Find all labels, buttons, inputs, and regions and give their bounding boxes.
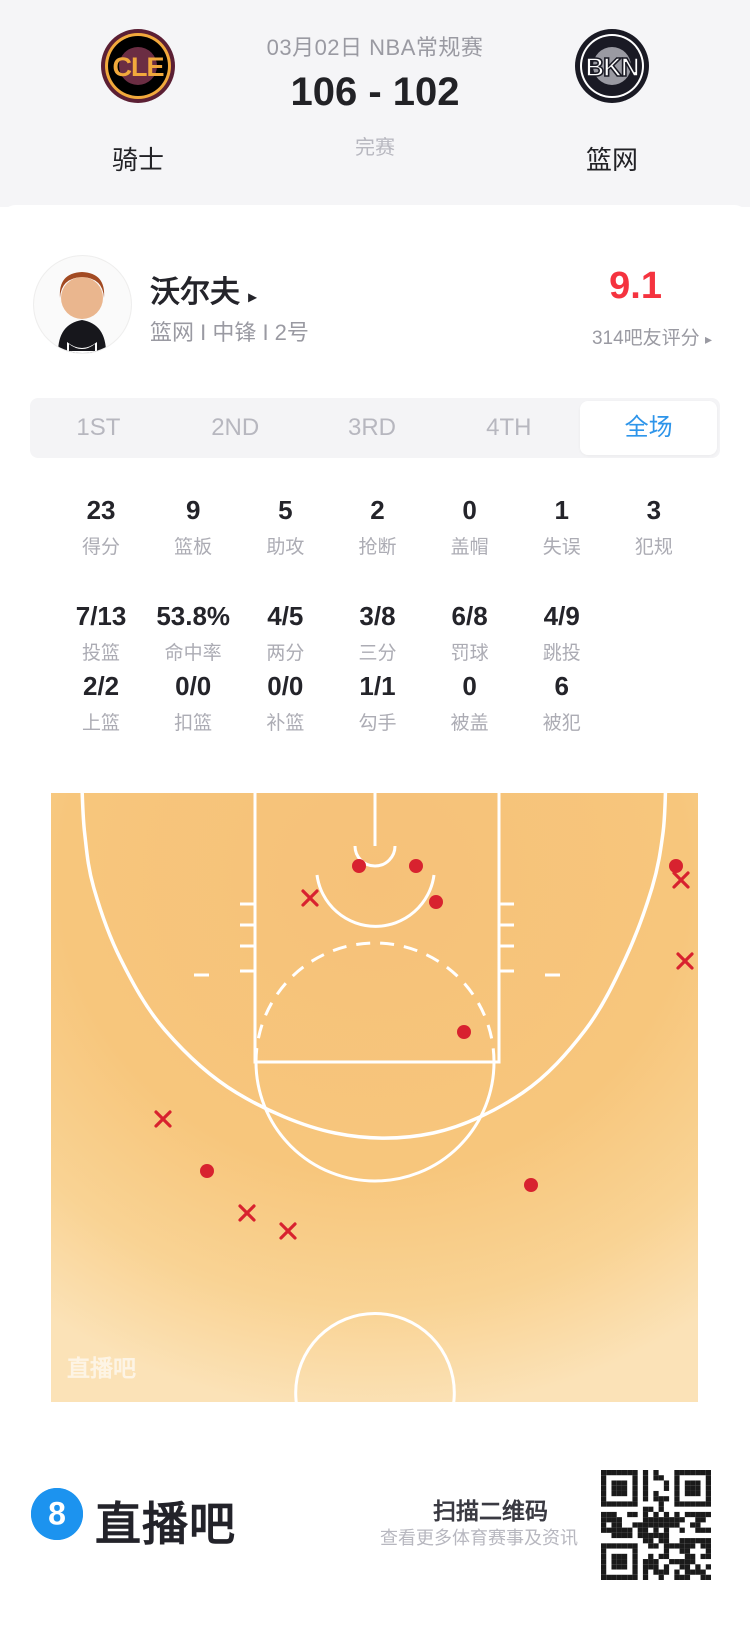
svg-text:CLE: CLE	[113, 52, 164, 82]
svg-text:8: 8	[48, 1496, 66, 1532]
svg-text:直播吧: 直播吧	[67, 1355, 136, 1381]
svg-text:BKN: BKN	[585, 52, 639, 82]
